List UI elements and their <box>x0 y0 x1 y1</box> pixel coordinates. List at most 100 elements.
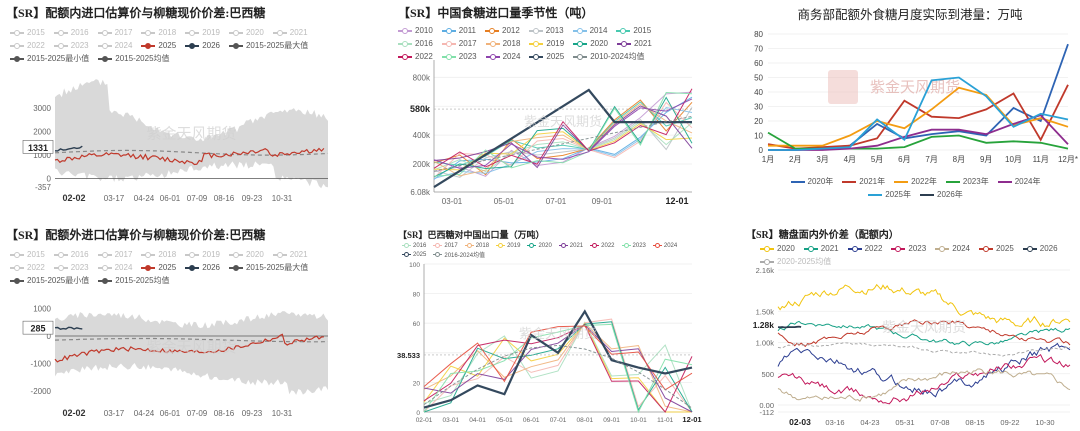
legend-swatch-icon <box>621 242 631 249</box>
legend-item[interactable]: 2015 <box>616 24 651 37</box>
legend-item[interactable]: 2026 <box>185 39 220 52</box>
legend-swatch-icon <box>185 29 200 37</box>
legend-item[interactable]: 2014 <box>572 24 607 37</box>
legend-item[interactable]: 2016 <box>398 37 433 50</box>
legend-item[interactable]: 2025 <box>529 50 564 63</box>
legend-item[interactable]: 2018 <box>141 26 176 39</box>
legend-item[interactable]: 2016-2024均值 <box>433 250 485 259</box>
legend-item[interactable]: 2026年 <box>920 188 963 201</box>
legend-item[interactable]: 2011 <box>441 24 476 37</box>
legend-item[interactable]: 2017 <box>441 37 477 50</box>
legend-item[interactable]: 2017 <box>433 241 458 250</box>
legend-item[interactable]: 2018 <box>464 241 489 250</box>
legend-item[interactable]: 2025 <box>141 261 176 274</box>
legend-item[interactable]: 2026 <box>1022 242 1058 255</box>
legend-item[interactable]: 2020 <box>228 26 264 39</box>
legend-swatch-icon <box>790 178 805 186</box>
legend-swatch-icon <box>228 264 243 272</box>
panel-title: 【SR】糖盘面内外价差（配额内） <box>746 230 899 241</box>
legend-item[interactable]: 2017 <box>97 26 132 39</box>
legend-item[interactable]: 2019 <box>496 241 520 250</box>
legend-item[interactable]: 2022 <box>10 261 45 274</box>
legend-item[interactable]: 2024 <box>485 50 520 63</box>
legend-item[interactable]: 2015-2025最大值 <box>228 39 308 52</box>
legend-swatch-icon <box>485 40 500 48</box>
legend-item[interactable]: 2020-2025均值 <box>760 255 831 268</box>
legend-item[interactable]: 2015-2025均值 <box>98 274 170 287</box>
legend-item[interactable]: 2021年 <box>842 175 885 188</box>
series-2024-line <box>777 368 1071 402</box>
legend-item[interactable]: 2023 <box>891 242 926 255</box>
legend-item[interactable]: 2020 <box>527 241 552 250</box>
legend: 2015 2016 2017 2018 2019 2020 2021 2022 2023 2024… <box>10 26 345 65</box>
tick-label: 03-01 <box>442 197 463 206</box>
legend-swatch-icon <box>441 27 456 35</box>
legend-item[interactable]: 2015-2025最小值 <box>10 274 89 287</box>
legend-item[interactable]: 2024 <box>97 261 132 274</box>
legend-item[interactable]: 2015-2025均值 <box>98 52 170 65</box>
legend-item[interactable]: 2022 <box>590 241 615 250</box>
legend-item[interactable]: 2019 <box>529 37 564 50</box>
legend-label: 2021 <box>289 28 308 37</box>
legend-item[interactable]: 2019 <box>185 248 220 261</box>
legend-item[interactable]: 2015 <box>10 248 45 261</box>
legend-item[interactable]: 2022年 <box>894 175 937 188</box>
legend-item[interactable]: 2016 <box>53 248 89 261</box>
legend-item[interactable]: 2020 <box>573 37 608 50</box>
legend-item[interactable]: 2016 <box>53 26 89 39</box>
legend-item[interactable]: 2020 <box>228 248 264 261</box>
tick-label: 2000 <box>33 128 51 137</box>
legend-item[interactable]: 2019 <box>185 26 220 39</box>
legend-swatch-icon <box>272 29 287 37</box>
legend-swatch-icon <box>97 29 112 37</box>
legend-item[interactable]: 2025 <box>978 242 1014 255</box>
legend-item[interactable]: 2010-2024均值 <box>573 50 644 63</box>
legend-item[interactable]: 2024 <box>935 242 970 255</box>
legend-item[interactable]: 2025 <box>141 39 176 52</box>
legend-label: 2021 <box>633 39 652 48</box>
legend-item[interactable]: 2015-2025最大值 <box>228 261 308 274</box>
legend-item[interactable]: 2026 <box>185 261 220 274</box>
legend-item[interactable]: 2023 <box>53 261 89 274</box>
legend-item[interactable]: 2022 <box>398 50 433 63</box>
series-2025-line <box>423 309 693 409</box>
tick-label: 07-01 <box>546 197 567 206</box>
legend-item[interactable]: 2020 <box>760 242 795 255</box>
legend-item[interactable]: 2021 <box>803 242 839 255</box>
legend-item[interactable]: 2021 <box>272 26 308 39</box>
legend-swatch-icon <box>485 27 499 35</box>
legend-label: 2020 <box>538 242 552 249</box>
legend-item[interactable]: 2024年 <box>997 175 1040 188</box>
tick-label: 20 <box>754 117 763 126</box>
legend-item[interactable]: 2018 <box>485 37 520 50</box>
legend-item[interactable]: 2018 <box>141 248 176 261</box>
legend-item[interactable]: 2023 <box>53 39 89 52</box>
legend-item[interactable]: 2015 <box>10 26 45 39</box>
tick-label: 02-02 <box>62 193 85 203</box>
legend-item[interactable]: 2025年 <box>868 188 911 201</box>
legend-swatch-icon <box>98 277 113 285</box>
legend-item[interactable]: 2013 <box>528 24 564 37</box>
legend-item[interactable]: 2016 <box>402 241 426 250</box>
legend-item[interactable]: 2015-2025最小值 <box>10 52 89 65</box>
legend-item[interactable]: 2021 <box>558 241 583 250</box>
legend-item[interactable]: 2023 <box>621 241 646 250</box>
legend-item[interactable]: 2012 <box>485 24 520 37</box>
seasonal-chart: 2.16k 1.50k 1.00k 500 0.00-112 1.28k 02-03 03-1… <box>742 266 1071 427</box>
tick-label: 3000 <box>33 104 51 113</box>
legend-item[interactable]: 2021 <box>272 248 308 261</box>
legend-label: 2023 <box>70 41 89 50</box>
legend-item[interactable]: 2023年 <box>945 175 989 188</box>
panel-china-import-seasonal: 【SR】中国食糖进口量季节性（吨） 2010 2011 2012 2013 2014 20… <box>392 0 702 210</box>
legend-item[interactable]: 2024 <box>652 241 677 250</box>
legend-item[interactable]: 2024 <box>97 39 132 52</box>
legend-item[interactable]: 2025 <box>402 250 426 259</box>
legend-item[interactable]: 2021 <box>616 37 652 50</box>
legend-item[interactable]: 2022 <box>847 242 882 255</box>
legend-item[interactable]: 2022 <box>10 39 45 52</box>
legend-item[interactable]: 2017 <box>97 248 132 261</box>
legend-item[interactable]: 2023 <box>441 50 477 63</box>
legend-item[interactable]: 2010 <box>398 24 433 37</box>
legend-item[interactable]: 2020年 <box>790 175 833 188</box>
legend-label: 2015-2025均值 <box>115 54 170 63</box>
